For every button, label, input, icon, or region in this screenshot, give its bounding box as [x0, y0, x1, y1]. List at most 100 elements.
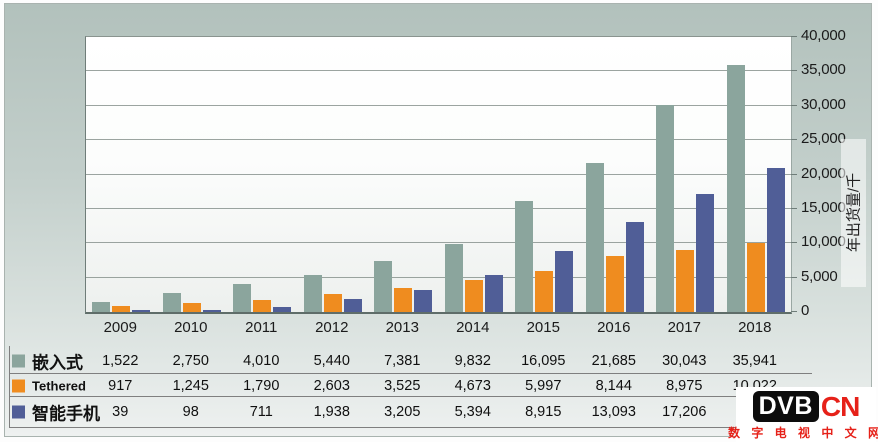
- bar-Tethered-2018: [746, 243, 765, 312]
- table-separator: [10, 373, 812, 374]
- x-tick-label: 2010: [174, 319, 208, 336]
- dvbcn-logo-row: DVB CN: [752, 390, 860, 423]
- table-cell: 13,093: [591, 403, 636, 420]
- table-row: Tethered 917 1,245 1,790 2,603 3,525 4,673 5,99…: [0, 375, 878, 396]
- x-tick-label: 2016: [597, 319, 631, 336]
- bar-Tethered-2016: [605, 256, 624, 312]
- table-cell: 8,975: [666, 377, 703, 394]
- bar-Tethered-2014: [464, 280, 483, 312]
- table-cell: 917: [108, 377, 133, 394]
- y-tick: [791, 70, 797, 72]
- table-cell: 7,381: [384, 352, 421, 369]
- y-tick: [791, 242, 797, 244]
- bar-Tethered-2013: [394, 288, 413, 312]
- bar-智能手机-2011: [273, 307, 292, 312]
- x-tick-label: 2011: [245, 319, 278, 336]
- bar-Tethered-2017: [676, 250, 695, 312]
- x-tick-label: 2013: [385, 319, 419, 336]
- table-row: 智能手机 39 98 711 1,938 3,205 5,394 8,915 13,093 17,…: [0, 398, 878, 425]
- legend-swatch: [12, 405, 25, 418]
- dvbcn-logo: DVB CN 数 字 电 视 中 文 网: [728, 387, 878, 442]
- table-cell: 711: [249, 403, 273, 420]
- table-cell: 1,245: [172, 377, 209, 394]
- bar-智能手机-2016: [625, 222, 644, 312]
- bar-智能手机-2012: [343, 299, 362, 312]
- y-tick-label: 25,000: [801, 130, 846, 148]
- table-cell: 3,205: [384, 403, 421, 420]
- bar-智能手机-2009: [132, 310, 151, 312]
- gridline: [86, 276, 791, 278]
- bar-group-2009: [86, 302, 157, 312]
- table-cell: 4,673: [454, 377, 491, 394]
- y-tick-label: 40,000: [801, 27, 846, 44]
- bar-智能手机-2010: [202, 310, 221, 312]
- bar-Tethered-2015: [535, 271, 554, 312]
- bar-group-2012: [298, 275, 369, 312]
- table-cell: 35,941: [732, 352, 777, 369]
- plot-area: [85, 36, 792, 314]
- table-cell: 39: [112, 403, 129, 420]
- table-cell: 3,525: [384, 377, 421, 394]
- table-separator: [10, 427, 812, 428]
- x-axis-labels: 2009 2010 2011 2012 2013 2014 2015 2016 2017 2018: [85, 319, 790, 336]
- y-tick: [791, 276, 797, 278]
- table-cell: 4,010: [243, 352, 280, 369]
- bar-Tethered-2011: [253, 300, 272, 312]
- bar-嵌入式-2011: [233, 284, 252, 312]
- bar-group-2010: [157, 293, 228, 312]
- y-tick-label: 15,000: [801, 198, 846, 216]
- table-row: 嵌入式 1,522 2,750 4,010 5,440 7,381 9,832 16,095 2…: [0, 348, 878, 373]
- gridline: [86, 104, 791, 106]
- bar-嵌入式-2012: [303, 275, 322, 312]
- y-axis-title-background: [841, 139, 866, 287]
- bar-groups: [86, 37, 791, 312]
- bar-group-2017: [650, 105, 721, 312]
- table-cell: 21,685: [591, 352, 636, 369]
- legend-swatch: [12, 354, 25, 367]
- y-tick: [791, 139, 797, 141]
- y-tick: [791, 104, 797, 106]
- legend-label: 嵌入式: [32, 353, 83, 372]
- y-tick-label: 30,000: [801, 95, 846, 113]
- table-cell: 1,938: [313, 403, 350, 420]
- legend-label: Tethered: [32, 378, 86, 393]
- dvbcn-logo-subtitle: 数 字 电 视 中 文 网: [728, 426, 878, 440]
- bar-Tethered-2009: [112, 306, 131, 312]
- table-cell: 30,043: [662, 352, 707, 369]
- legend-swatch: [12, 379, 25, 392]
- x-tick-label: 2009: [103, 319, 137, 336]
- gridline: [86, 242, 791, 244]
- bar-嵌入式-2009: [92, 302, 111, 312]
- bar-智能手机-2015: [555, 251, 574, 312]
- bar-group-2011: [227, 284, 298, 312]
- x-tick-label: 2017: [667, 319, 701, 336]
- y-tick: [791, 36, 797, 37]
- y-tick-label: 0: [801, 302, 810, 319]
- table-cell: 2,750: [172, 352, 209, 369]
- legend-label: 智能手机: [32, 404, 100, 423]
- y-tick: [791, 207, 797, 209]
- bar-智能手机-2017: [696, 194, 715, 312]
- gridline: [86, 70, 791, 72]
- bar-嵌入式-2014: [444, 244, 463, 312]
- table-cell: 5,394: [454, 403, 491, 420]
- bar-嵌入式-2018: [726, 65, 745, 312]
- bar-group-2015: [509, 201, 580, 312]
- table-row-values: 39 98 711 1,938 3,205 5,394 8,915 13,093 17,206: [85, 398, 790, 425]
- x-tick-label: 2012: [315, 319, 349, 336]
- bar-嵌入式-2017: [656, 105, 675, 312]
- bar-嵌入式-2010: [162, 293, 181, 312]
- table-cell: 1,790: [243, 377, 280, 394]
- dvbcn-logo-dvb-text: DVB: [752, 391, 819, 422]
- table-separator: [10, 396, 812, 397]
- bar-group-2014: [439, 244, 510, 312]
- y-tick: [791, 173, 797, 175]
- table-cell: 9,832: [454, 352, 491, 369]
- y-tick-label: 5,000: [801, 267, 838, 285]
- bar-Tethered-2010: [182, 303, 201, 312]
- table-row-values: 917 1,245 1,790 2,603 3,525 4,673 5,997 8,144 8,…: [85, 375, 790, 396]
- gridline: [86, 207, 791, 209]
- table-cell: 16,095: [521, 352, 566, 369]
- bar-智能手机-2014: [484, 275, 503, 312]
